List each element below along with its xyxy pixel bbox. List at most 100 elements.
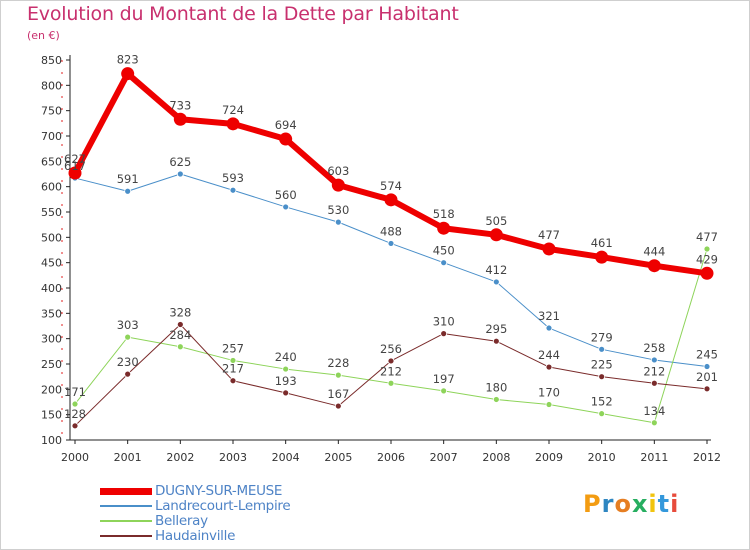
- data-point-belleray: [598, 410, 606, 418]
- data-point-landrecourt-lempire: [282, 203, 290, 211]
- data-label-landrecourt-lempire: 593: [222, 171, 244, 185]
- x-tick-label: 2011: [640, 451, 668, 464]
- data-point-belleray: [176, 343, 184, 351]
- data-label-landrecourt-lempire: 488: [380, 224, 402, 238]
- data-label-belleray: 212: [380, 364, 402, 378]
- data-label-haudainville: 201: [696, 370, 718, 384]
- data-label-haudainville: 167: [327, 387, 349, 401]
- data-label-dugny-sur-meuse: 694: [275, 118, 297, 132]
- data-point-belleray: [650, 419, 658, 427]
- data-point-belleray: [545, 401, 553, 408]
- y-tick-label: 400: [41, 282, 62, 295]
- data-label-dugny-sur-meuse: 627: [64, 152, 86, 166]
- x-tick-label: 2005: [324, 451, 352, 464]
- x-tick-label: 2010: [588, 451, 616, 464]
- data-point-belleray: [124, 333, 132, 341]
- x-tick-label: 2002: [166, 451, 194, 464]
- y-tick-label: 200: [41, 383, 62, 396]
- data-point-belleray: [440, 387, 448, 395]
- data-label-landrecourt-lempire: 321: [538, 309, 560, 323]
- y-tick-label: 550: [41, 206, 62, 219]
- data-label-haudainville: 230: [117, 355, 139, 369]
- logo-letter: t: [657, 490, 671, 518]
- data-label-dugny-sur-meuse: 733: [169, 98, 191, 112]
- y-tick-label: 850: [41, 54, 62, 67]
- data-label-dugny-sur-meuse: 477: [538, 228, 560, 242]
- y-tick-label: 800: [41, 79, 62, 92]
- data-label-landrecourt-lempire: 245: [696, 348, 718, 362]
- data-label-belleray: 303: [117, 318, 139, 332]
- x-tick-label: 2006: [377, 451, 405, 464]
- legend-swatch-haudainville: [100, 535, 152, 537]
- data-point-haudainville: [650, 379, 658, 387]
- data-label-landrecourt-lempire: 617: [64, 159, 86, 173]
- data-label-belleray: 197: [433, 372, 455, 386]
- data-point-haudainville: [598, 373, 606, 381]
- legend-swatch-belleray: [100, 520, 152, 522]
- y-tick-label: 250: [41, 358, 62, 371]
- data-label-belleray: 134: [643, 404, 665, 418]
- data-label-belleray: 180: [485, 380, 507, 394]
- x-tick-label: 2004: [272, 451, 300, 464]
- data-label-landrecourt-lempire: 450: [433, 244, 455, 258]
- data-point-dugny-sur-meuse: [173, 112, 187, 126]
- chart-title: Evolution du Montant de la Dette par Hab…: [27, 3, 459, 25]
- data-point-dugny-sur-meuse: [542, 242, 556, 256]
- data-label-haudainville: 128: [64, 407, 86, 421]
- y-tick-label: 350: [41, 307, 62, 320]
- data-point-belleray: [229, 357, 237, 364]
- data-label-dugny-sur-meuse: 603: [327, 164, 349, 178]
- data-label-belleray: 257: [222, 341, 244, 355]
- data-point-belleray: [282, 365, 290, 373]
- data-point-haudainville: [492, 337, 500, 345]
- data-point-belleray: [71, 400, 79, 408]
- data-point-dugny-sur-meuse: [489, 228, 503, 242]
- data-point-landrecourt-lempire: [124, 187, 132, 195]
- data-label-landrecourt-lempire: 258: [643, 341, 665, 355]
- data-point-haudainville: [71, 422, 79, 430]
- data-point-landrecourt-lempire: [545, 324, 553, 332]
- x-tick-label: 2008: [482, 451, 510, 464]
- data-point-haudainville: [387, 357, 395, 365]
- logo-letter: i: [648, 490, 658, 518]
- data-label-dugny-sur-meuse: 429: [696, 252, 718, 266]
- data-point-haudainville: [124, 370, 132, 378]
- logo-letter: P: [583, 490, 602, 518]
- data-label-dugny-sur-meuse: 823: [117, 53, 139, 67]
- data-point-landrecourt-lempire: [650, 356, 658, 364]
- data-labels: 627 823 733 724 694 603 574 518 505 477 461 444 429 6…: [64, 53, 718, 421]
- logo-letter: x: [631, 490, 649, 518]
- data-point-dugny-sur-meuse: [384, 193, 398, 207]
- data-point-landrecourt-lempire: [492, 278, 500, 286]
- data-label-haudainville: 217: [222, 362, 244, 376]
- data-label-belleray: 477: [696, 230, 718, 244]
- data-label-belleray: 240: [275, 350, 297, 364]
- axes: 100 150 200 250 300 350 400 450 500 550 600 650 700 7…: [41, 54, 721, 464]
- logo-letter: o: [614, 490, 632, 518]
- chart-unit: (en €): [27, 29, 60, 42]
- data-label-landrecourt-lempire: 560: [275, 188, 297, 202]
- legend-label-landrecourt: Landrecourt-Lempire: [155, 498, 291, 514]
- data-label-landrecourt-lempire: 625: [169, 155, 191, 169]
- data-label-haudainville: 193: [275, 374, 297, 388]
- data-label-belleray: 152: [591, 395, 613, 409]
- x-tick-label: 2000: [61, 451, 89, 464]
- data-label-haudainville: 225: [591, 358, 613, 372]
- data-label-landrecourt-lempire: 279: [591, 330, 613, 344]
- data-point-landrecourt-lempire: [598, 345, 606, 353]
- legend-swatch-landrecourt: [100, 505, 152, 507]
- x-tick-label: 2007: [430, 451, 458, 464]
- data-point-haudainville: [229, 377, 237, 385]
- plot-area: [68, 67, 714, 430]
- data-point-haudainville: [440, 330, 448, 338]
- data-label-dugny-sur-meuse: 724: [222, 103, 244, 117]
- data-label-dugny-sur-meuse: 574: [380, 179, 402, 193]
- x-tick-label: 2012: [693, 451, 721, 464]
- y-tick-label: 650: [41, 155, 62, 168]
- data-label-dugny-sur-meuse: 461: [591, 236, 613, 250]
- y-tick-label: 450: [41, 257, 62, 270]
- data-label-dugny-sur-meuse: 505: [485, 214, 507, 228]
- data-point-belleray: [703, 245, 711, 253]
- y-tick-label: 600: [41, 181, 62, 194]
- data-label-haudainville: 256: [380, 342, 402, 356]
